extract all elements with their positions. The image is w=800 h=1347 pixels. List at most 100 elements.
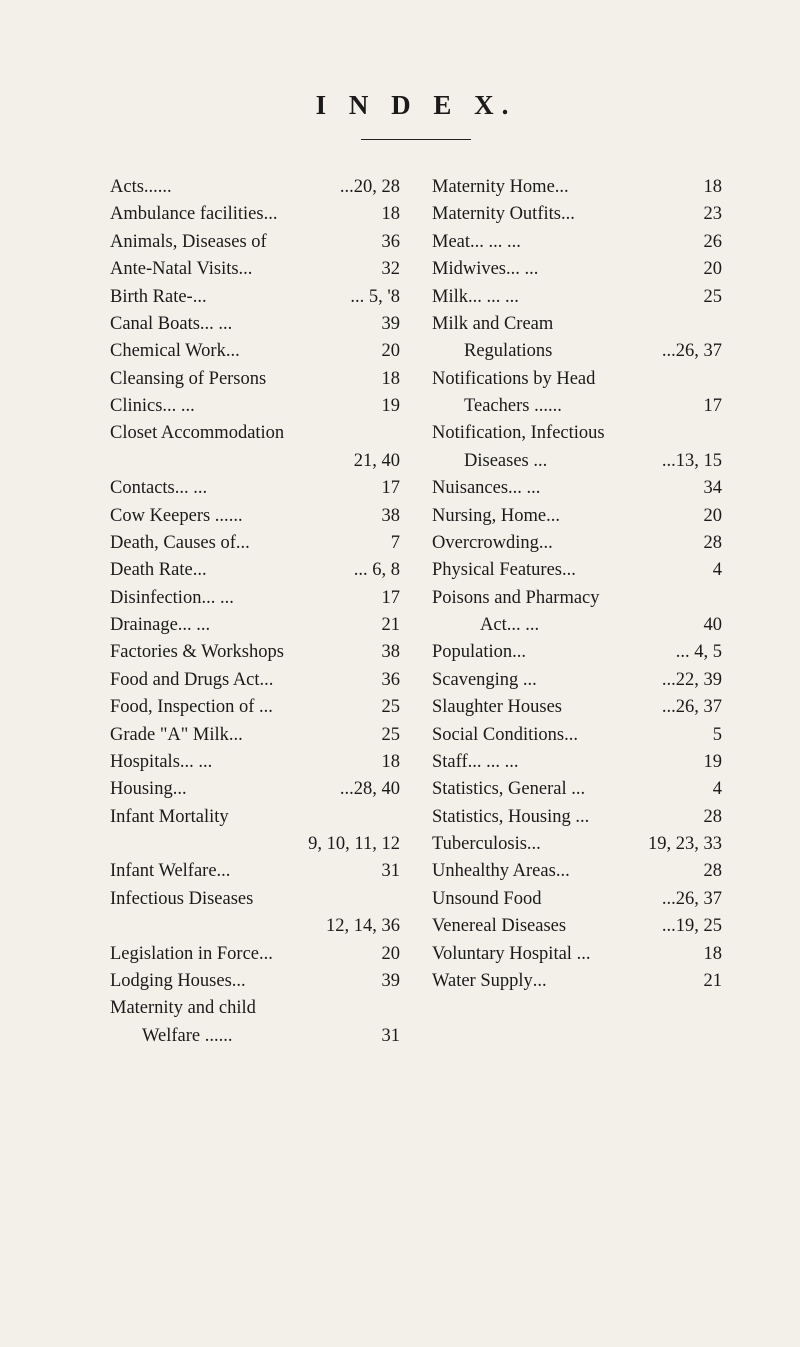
entry-label: Animals, Diseases of [110,229,267,256]
entry-label: Legislation in Force... [110,941,273,968]
entry-dots: ... [527,831,648,858]
index-entry: Voluntary Hospital ... 18 [432,941,722,968]
entry-pages: 18 [370,201,400,228]
index-entry: 21, 40 [110,448,400,475]
entry-dots: ... [229,722,370,749]
entry-pages: 36 [370,229,400,256]
entry-label: Food and Drugs Act... [110,667,273,694]
entry-pages: 20 [692,503,722,530]
entry-label: Disinfection [110,585,201,612]
entry-dots: ... [512,639,676,666]
index-entry: Acts... ... ...20, 28 [110,174,400,201]
entry-pages: ...26, 37 [662,886,722,913]
entry-pages: 21 [370,612,400,639]
entry-pages: 31 [370,1023,400,1050]
index-entry: Ambulance facilities... 18 [110,201,400,228]
entry-label: Closet Accommodation [110,420,284,447]
entry-pages: 39 [370,311,400,338]
index-entry: Maternity Outfits ... 23 [432,201,722,228]
index-entry: Grade "A" Milk ... 25 [110,722,400,749]
entry-dots: ... [173,776,340,803]
index-entry: Housing ... ...28, 40 [110,776,400,803]
entry-pages: ...26, 37 [662,338,722,365]
entry-label: Clinics [110,393,162,420]
index-entry: Birth Rate- ... ... 5, '8 [110,284,400,311]
entry-pages: 25 [692,284,722,311]
entry-pages: 9, 10, 11, 12 [308,831,400,858]
entry-pages: 5 [692,722,722,749]
entry-pages: 17 [692,393,722,420]
entry-pages: 40 [692,612,722,639]
entry-pages: ...20, 28 [340,174,400,201]
index-entry: Contacts ... ... 17 [110,475,400,502]
index-entry: Population ... ... 4, 5 [432,639,722,666]
entry-pages: 20 [370,338,400,365]
entry-pages: 12, 14, 36 [326,913,400,940]
entry-label: Voluntary Hospital ... [432,941,590,968]
entry-label: Physical Features [432,557,562,584]
index-entry: Milk and Cream [432,311,722,338]
entry-label: Birth Rate- [110,284,193,311]
entry-label: Overcrowding [432,530,539,557]
entry-pages: 19 [370,393,400,420]
index-entry: Legislation in Force... 20 [110,941,400,968]
entry-pages: 28 [692,530,722,557]
index-entry: Water Supply ... 21 [432,968,722,995]
entry-dots: ... [561,201,692,228]
entry-dots: ... ... [175,475,370,502]
entry-label: Slaughter Houses [432,694,562,721]
entry-label: Venereal Diseases [432,913,566,940]
index-entry: Unsound Food ...26, 37 [432,886,722,913]
entry-label: Canal Boats [110,311,200,338]
entry-dots: ... [562,557,692,584]
entry-dots: ... [193,284,351,311]
entry-pages: 34 [692,475,722,502]
entry-pages: ... 4, 5 [676,639,722,666]
entry-pages: 31 [370,858,400,885]
page: I N D E X. Acts... ... ...20, 28Ambulanc… [0,0,800,1128]
entry-label: Act [480,612,507,639]
entry-label: Midwives [432,256,506,283]
index-entry: Regulations ...26, 37 [432,338,722,365]
index-entry: Disinfection ... ... 17 [110,585,400,612]
entry-dots: ... ... ... [470,229,692,256]
entry-label: Meat [432,229,470,256]
entry-label: Water Supply [432,968,533,995]
index-entry: Statistics, General ... 4 [432,776,722,803]
entry-label: Maternity and child [110,995,256,1022]
entry-label: Population [432,639,512,666]
entry-label: Drainage [110,612,178,639]
index-entry: Tuberculosis ... 19, 23, 33 [432,831,722,858]
index-entry: Infant Welfare ... 31 [110,858,400,885]
entry-label: Teachers ... [464,393,548,420]
entry-dots: ... ... [162,393,370,420]
index-entry: Maternity and child [110,995,400,1022]
index-entry: Animals, Diseases of 36 [110,229,400,256]
entry-pages: 38 [370,503,400,530]
index-columns: Acts... ... ...20, 28Ambulance facilitie… [110,174,722,1050]
entry-dots: ... [564,722,692,749]
entry-label: Staff [432,749,468,776]
entry-pages: 26 [692,229,722,256]
index-entry: Midwives ... ... 20 [432,256,722,283]
entry-dots: ... ... [508,475,692,502]
entry-label: Milk [432,284,468,311]
index-entry: Teachers ... ... 17 [432,393,722,420]
entry-label: Death, Causes of [110,530,236,557]
index-entry: Infant Mortality [110,804,400,831]
index-entry: Diseases ... ...13, 15 [432,448,722,475]
index-entry: Meat ... ... ... 26 [432,229,722,256]
entry-pages: 21, 40 [354,448,400,475]
entry-pages: 25 [370,694,400,721]
entry-dots: ... [556,858,692,885]
entry-label: Unhealthy Areas [432,858,556,885]
index-entry: 12, 14, 36 [110,913,400,940]
entry-pages: 7 [370,530,400,557]
entry-label: Notifications by Head [432,366,595,393]
entry-dots: ... [232,968,370,995]
index-entry: Clinics ... ... 19 [110,393,400,420]
entry-dots: ... [193,557,354,584]
index-entry: 9, 10, 11, 12 [110,831,400,858]
index-entry: Social Conditions ... 5 [432,722,722,749]
entry-pages: 20 [370,941,400,968]
